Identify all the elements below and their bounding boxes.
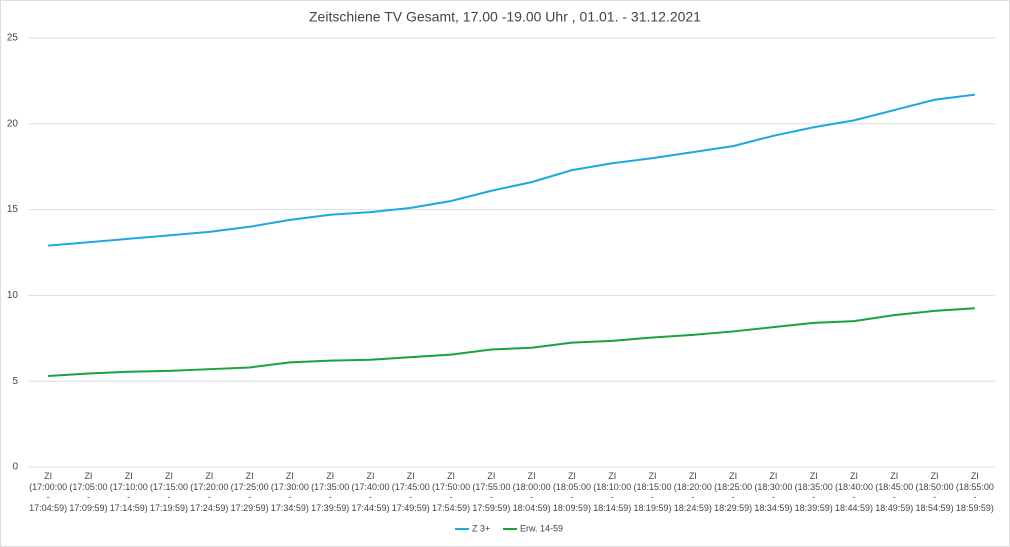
x-tick-label: ZI (18:05:00 - 18:09:59): [552, 471, 591, 513]
x-tick-label: ZI (17:00:00 - 17:04:59): [29, 471, 68, 513]
series-line: [48, 307, 975, 378]
x-tick-label: ZI (18:50:00 - 18:54:59): [915, 471, 954, 513]
x-tick-label: ZI (18:55:00 - 18:59:59): [955, 471, 994, 513]
x-tick-label: ZI (17:05:00 - 17:09:59): [69, 471, 108, 513]
x-tick-label: ZI (18:20:00 - 18:24:59): [673, 471, 712, 513]
x-tick-label: ZI (17:35:00 - 17:39:59): [311, 471, 350, 513]
y-tick-label: 15: [7, 204, 19, 215]
chart-title: Zeitschiene TV Gesamt, 17.00 -19.00 Uhr …: [309, 9, 701, 25]
x-tick-label: ZI (17:55:00 - 17:59:59): [472, 471, 511, 513]
y-tick-label: 20: [7, 118, 19, 129]
y-tick-label: 5: [12, 376, 18, 387]
x-tick-label: ZI (17:30:00 - 17:34:59): [270, 471, 309, 513]
legend-label: Erw. 14-59: [520, 523, 563, 533]
x-tick-label: ZI (18:40:00 - 18:44:59): [834, 471, 873, 513]
x-tick-label: ZI (17:15:00 - 17:19:59): [150, 471, 189, 513]
x-tick-label: ZI (17:50:00 - 17:54:59): [432, 471, 471, 513]
legend-label: Z 3+: [472, 523, 490, 533]
x-tick-label: ZI (17:25:00 - 17:29:59): [230, 471, 269, 513]
x-tick-label: ZI (17:45:00 - 17:49:59): [391, 471, 430, 513]
x-tick-label: ZI (17:40:00 - 17:44:59): [351, 471, 390, 513]
x-tick-label: ZI (18:15:00 - 18:19:59): [633, 471, 672, 513]
x-tick-label: ZI (18:25:00 - 18:29:59): [714, 471, 753, 513]
x-tick-label: ZI (18:45:00 - 18:49:59): [875, 471, 914, 513]
x-tick-label: ZI (18:30:00 - 18:34:59): [754, 471, 793, 513]
y-tick-label: 25: [7, 33, 19, 44]
x-tick-label: ZI (18:35:00 - 18:39:59): [794, 471, 833, 513]
x-tick-label: ZI (18:10:00 - 18:14:59): [593, 471, 632, 513]
series-line: [48, 93, 975, 247]
y-tick-label: 0: [12, 462, 18, 473]
x-tick-label: ZI (17:10:00 - 17:14:59): [109, 471, 148, 513]
x-tick-label: ZI (18:00:00 - 18:04:59): [512, 471, 551, 513]
x-tick-label: ZI (17:20:00 - 17:24:59): [190, 471, 229, 513]
y-tick-label: 10: [7, 290, 19, 301]
